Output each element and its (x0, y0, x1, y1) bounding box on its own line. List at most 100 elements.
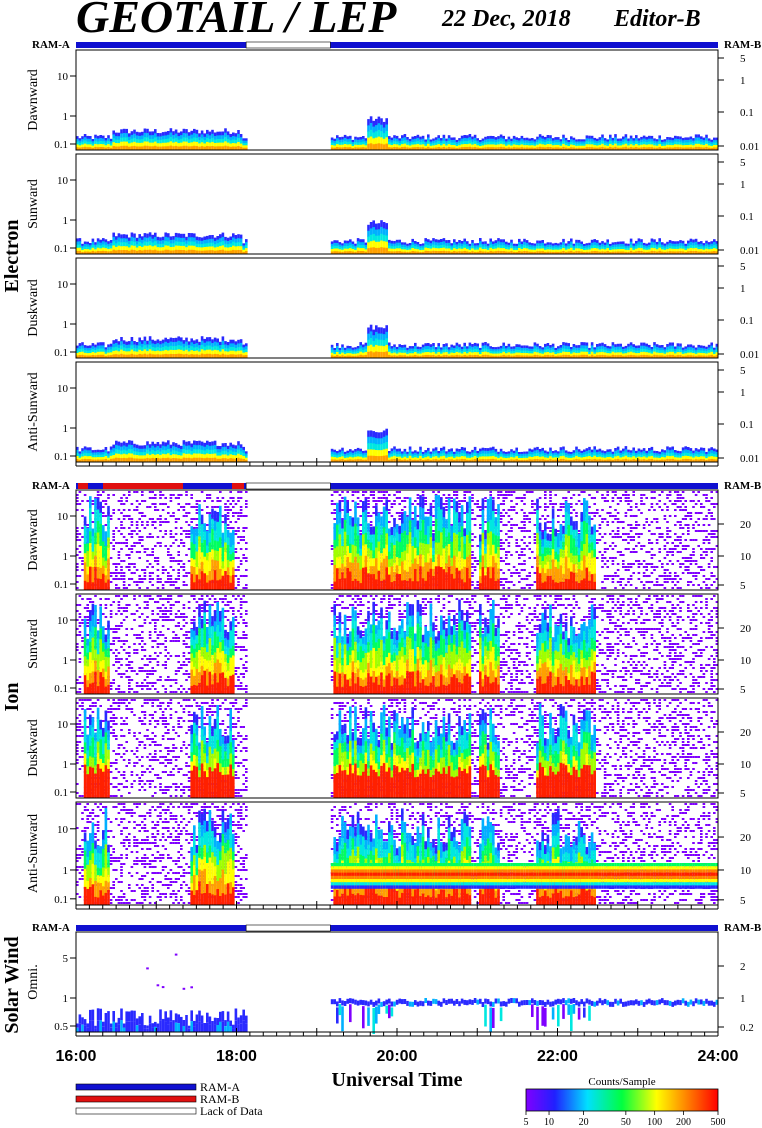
status-bar-segment-ram-b (103, 483, 183, 489)
y-tick-label-left: 0.1 (54, 579, 68, 591)
y-tick-label-right: 1 (740, 75, 746, 87)
legend-swatch-ram-a (75, 1083, 197, 1091)
y-tick-label-left: 0.1 (54, 139, 68, 151)
spectrogram-cells (76, 595, 719, 695)
colorbar-tick-label: 10 (544, 1117, 554, 1128)
colorbar-tick-label: 500 (711, 1117, 726, 1128)
y-tick-label-right: 1 (740, 179, 746, 191)
panel-label: Sunward (26, 619, 41, 669)
spectrogram-cells (76, 428, 719, 463)
y-tick-label-right: 1 (740, 387, 746, 399)
y-tick-label-right: 5 (740, 157, 746, 169)
status-bar-segment-gap (245, 41, 331, 49)
colorbar-tick-label: 5 (524, 1117, 529, 1128)
y-tick-label-left: 10 (57, 615, 69, 627)
y-tick-label-right: 20 (740, 727, 752, 739)
y-tick-label-right: 5 (740, 580, 746, 592)
panel-ion-sunward: 10 1 0.1 20 10 5 Sunward (26, 593, 752, 696)
group-label-electron: Electron (1, 220, 23, 293)
spectrogram-cells (76, 220, 719, 255)
y-tick-label-left: 1 (63, 759, 69, 771)
y-tick-label-right: 0.01 (740, 141, 759, 153)
y-tick-label-right: 0.01 (740, 453, 759, 465)
y-tick-label-left: 0.1 (54, 683, 68, 695)
y-tick-label-right: 5 (740, 261, 746, 273)
status-bar-segment-ram-a (76, 42, 718, 48)
y-tick-label-right: 10 (740, 551, 752, 563)
colorbar-tick-label: 20 (579, 1117, 589, 1128)
ram-b-label: RAM-B (724, 922, 762, 934)
panel-label: Anti-Sunward (26, 814, 41, 893)
panel-electron-sunward: 10 1 0.1 5 1 0.1 0.01 Sunward (26, 153, 759, 257)
y-tick-label-right: 0.2 (740, 1022, 754, 1034)
y-tick-label-right: 2 (740, 961, 746, 973)
spectrogram-cells (76, 953, 719, 1034)
y-tick-label-left: 10 (57, 511, 69, 523)
colorbar-tick-label: 100 (647, 1117, 662, 1128)
y-tick-label-left: 1 (63, 655, 69, 667)
ram-a-label: RAM-A (32, 39, 70, 51)
y-tick-label-left: 10 (57, 175, 69, 187)
panel-label: Omni. (26, 964, 41, 999)
y-tick-label-right: 1 (740, 993, 746, 1005)
panel-electron-duskward: 10 1 0.1 5 1 0.1 0.01 Duskward (26, 257, 759, 361)
colorbar-tick-label: 200 (676, 1117, 691, 1128)
y-tick-label-left: 1 (63, 551, 69, 563)
colorbar-scale (525, 1088, 719, 1112)
ram-a-label: RAM-A (32, 480, 70, 492)
panel-frame (75, 931, 719, 1033)
y-tick-label-left: 10 (57, 279, 69, 291)
panel-frame (75, 593, 719, 695)
spectrogram-cells (76, 116, 719, 151)
status-bar-segment-ram-a (76, 483, 718, 489)
y-tick-label-left: 0.1 (54, 347, 68, 359)
panel-label: Anti-Sunward (26, 372, 41, 451)
spectrogram-cells (76, 803, 719, 906)
panel-ion-dawnward: 10 1 0.1 20 10 5 Dawnward (26, 489, 752, 592)
editor-label: Editor-B (614, 6, 701, 32)
panel-ion-anti-sunward: 10 1 0.1 20 10 5 Anti-Sunward (26, 801, 752, 907)
y-tick-label-right: 0.01 (740, 349, 759, 361)
x-tick-label: 24:00 (698, 1048, 739, 1065)
colorbar: Counts/Sample 5 10 20 50 100 200 500 (524, 1076, 726, 1128)
panel-label: Sunward (26, 179, 41, 229)
y-tick-label-left: 1 (63, 865, 69, 877)
y-tick-label-left: 10 (57, 719, 69, 731)
y-tick-label-right: 0.1 (740, 211, 754, 223)
panel-frame (75, 697, 719, 799)
date-label: 22 Dec, 2018 (442, 6, 571, 32)
y-tick-label-left: 0.1 (54, 451, 68, 463)
y-tick-label-left: 1 (63, 423, 69, 435)
panel-frame (75, 257, 719, 359)
y-tick-label-right: 5 (740, 53, 746, 65)
y-tick-label-left: 0.1 (54, 787, 68, 799)
y-tick-label-right: 5 (740, 788, 746, 800)
page-title: GEOTAIL / LEP (76, 0, 397, 42)
y-tick-label-right: 5 (740, 895, 746, 907)
legend-swatch-lack-of-data (75, 1107, 197, 1115)
y-tick-label-right: 0.1 (740, 419, 754, 431)
group-label-solar-wind: Solar Wind (1, 936, 23, 1033)
spectrogram-cells (76, 324, 719, 359)
status-bar-segment-gap (245, 924, 331, 932)
y-tick-label-left: 10 (57, 383, 69, 395)
y-tick-label-right: 10 (740, 865, 752, 877)
y-tick-label-left: 0.1 (54, 243, 68, 255)
x-tick-label: 18:00 (216, 1048, 257, 1065)
legend-swatch-ram-b (75, 1095, 197, 1103)
panel-electron-dawnward: 10 1 0.1 5 1 0.1 0.01 Dawnward (26, 49, 759, 153)
y-tick-label-left: 0.1 (54, 894, 68, 906)
y-tick-label-left: 0.5 (54, 1021, 68, 1033)
y-tick-label-right: 0.1 (740, 315, 754, 327)
y-tick-label-right: 20 (740, 623, 752, 635)
status-bar-ion: RAM-A RAM-B (32, 480, 762, 492)
panel-ion-duskward: 10 1 0.1 20 10 5 Duskward (26, 697, 752, 800)
status-bar-solar-wind: RAM-A RAM-B (32, 922, 762, 934)
panel-frame (75, 49, 719, 151)
y-tick-label-left: 5 (63, 953, 69, 965)
status-bar-segment-gap (245, 482, 331, 490)
status-bar-segment-ram-a (76, 925, 718, 931)
status-bar-electron: RAM-A RAM-B (32, 39, 762, 51)
y-tick-label-left: 1 (63, 319, 69, 331)
